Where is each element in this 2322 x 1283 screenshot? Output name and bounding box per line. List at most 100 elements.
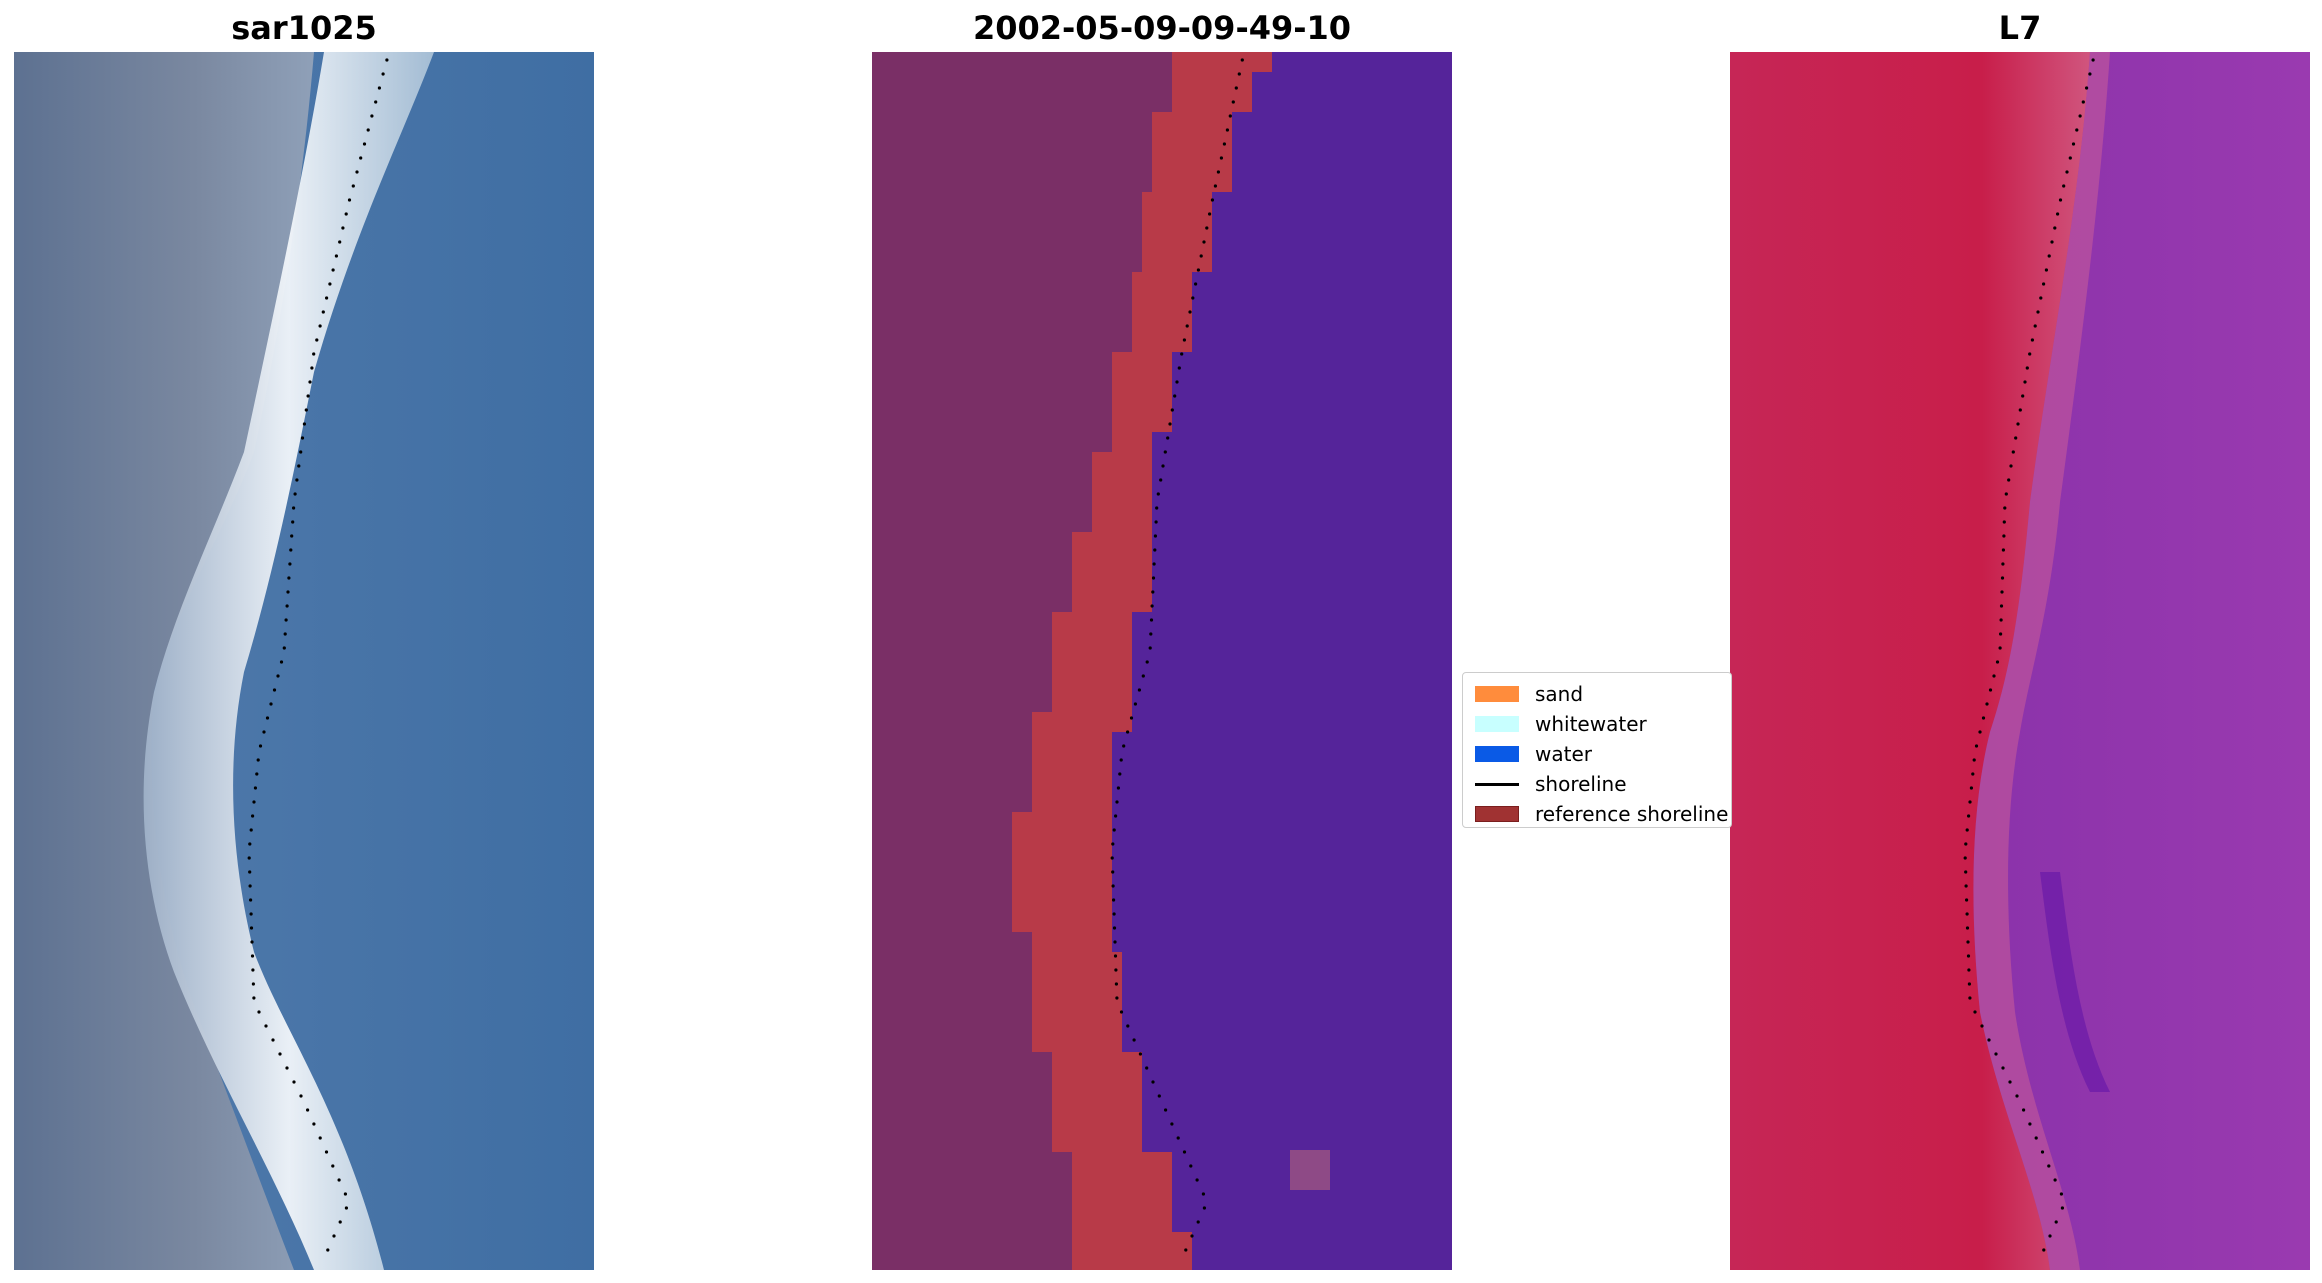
index-shoreline-dot (2056, 212, 2060, 216)
rgb-shoreline-dots (247, 58, 389, 1252)
rgb-shoreline-dot (285, 604, 289, 608)
index-shoreline-dot (2009, 464, 2013, 468)
index-shoreline-dot (2062, 184, 2066, 188)
classified-shoreline-dot (1112, 828, 1116, 832)
index-shoreline-dot (1985, 702, 1989, 706)
classified-shoreline-dot (1141, 674, 1145, 678)
index-shoreline-dot (2047, 254, 2051, 258)
classified-shoreline-dot (1122, 744, 1126, 748)
rgb-shoreline-dot (355, 170, 359, 174)
classified-shoreline-dot (1195, 1178, 1199, 1182)
classified-shoreline-dot (1216, 170, 1220, 174)
index-shoreline-dot (1971, 772, 1975, 776)
rgb-shoreline-dot (257, 1010, 261, 1014)
rgb-shoreline-dot (337, 1178, 341, 1182)
classified-shoreline-dot (1153, 534, 1157, 538)
rgb-shoreline-dot (252, 996, 256, 1000)
index-shoreline-dot (2007, 478, 2011, 482)
rgb-shoreline-dot (312, 1122, 316, 1126)
classified-shoreline-dot (1150, 604, 1154, 608)
rgb-shoreline-dot (248, 842, 252, 846)
classified-shoreline-dot (1168, 422, 1172, 426)
rgb-shoreline-dot (321, 310, 325, 314)
rgb-shoreline-dot (285, 1066, 289, 1070)
index-shoreline-dot (2021, 394, 2025, 398)
classified-land-area (872, 52, 1172, 1270)
classified-shoreline-dot (1126, 730, 1130, 734)
index-shoreline-dot (1994, 1052, 1998, 1056)
rgb-shoreline-dot (347, 198, 352, 202)
classified-shoreline-dot (1114, 814, 1118, 818)
index-shoreline-dot (1965, 926, 1970, 930)
classified-image (872, 52, 1452, 1270)
index-shoreline-dot (2053, 1178, 2057, 1182)
rgb-shoreline-dot (370, 114, 374, 118)
rgb-shoreline-dot (338, 240, 342, 244)
index-image-panel (1730, 52, 2310, 1270)
index-shoreline-dot (2085, 86, 2089, 90)
rgb-shoreline-dot (297, 464, 301, 468)
classified-shoreline-dot (1145, 660, 1149, 664)
classified-shoreline-dot (1228, 114, 1232, 118)
rgb-shoreline-dot (249, 898, 253, 902)
classified-shoreline-dot (1196, 1220, 1200, 1224)
classified-shoreline-dot (1114, 982, 1118, 986)
rgb-shoreline-dot (253, 786, 257, 790)
classified-shoreline-dot (1148, 646, 1152, 650)
index-shoreline-dot (1965, 898, 1969, 902)
index-shoreline-dot (2034, 1136, 2038, 1140)
legend-label-reference-shoreline: reference shoreline (1535, 802, 1729, 826)
rgb-land-area (14, 52, 314, 1270)
classified-shoreline-dot (1210, 198, 1214, 202)
classified-shoreline-dot (1159, 478, 1163, 482)
rgb-shoreline-dot (332, 1234, 336, 1238)
classified-shoreline-dot (1151, 1080, 1155, 1084)
index-dark-water-streak (2040, 872, 2110, 1092)
rgb-shoreline-dot (276, 674, 280, 678)
index-shoreline-dot (2078, 114, 2082, 118)
legend-swatch-sand (1475, 686, 1519, 702)
index-shoreline-dot (2059, 1192, 2063, 1196)
index-shoreline-dot (2001, 1066, 2005, 1070)
rgb-shoreline-dot (278, 1052, 282, 1056)
index-shoreline-dot (1972, 758, 1976, 762)
index-shoreline-dot (1981, 716, 1986, 720)
panel-title-3: L7 (1998, 9, 2042, 47)
rgb-shoreline-dot (324, 1150, 329, 1154)
index-shoreline-dot (1974, 744, 1979, 748)
rgb-shoreline-dot (256, 758, 260, 762)
rgb-shoreline-dot (359, 156, 363, 160)
index-shoreline-dot (2002, 534, 2006, 538)
rgb-shoreline-dot (306, 394, 310, 398)
classified-shoreline-dot (1112, 898, 1116, 902)
panel-title-2: 2002-05-09-09-49-10 (972, 9, 1352, 47)
classified-shoreline-dot (1177, 366, 1181, 370)
index-shoreline-dot (2003, 506, 2007, 510)
rgb-shoreline-dot (331, 1164, 335, 1168)
classified-shoreline-dot (1176, 1136, 1180, 1140)
classified-shoreline-dot (1189, 1164, 1193, 1168)
classified-shoreline-dot (1112, 926, 1117, 930)
legend-swatch-whitewater (1475, 716, 1519, 732)
index-shoreline-dot (2008, 1080, 2012, 1084)
rgb-shoreline-dot (251, 814, 255, 818)
legend-swatch-water (1475, 746, 1519, 762)
rgb-shoreline-dot (272, 688, 277, 692)
index-shoreline-dot (2000, 576, 2005, 580)
classified-shoreline-dot (1191, 296, 1195, 300)
index-shoreline-dot (2088, 72, 2092, 76)
legend-item-water: water (1469, 739, 1725, 769)
index-shoreline-dot (2040, 1150, 2045, 1154)
index-shoreline-dot (2014, 436, 2018, 440)
index-shoreline-dot (1987, 1038, 1991, 1042)
rgb-image-panel (14, 52, 594, 1270)
classified-shoreline-dot (1112, 912, 1116, 916)
rgb-shoreline-dot (326, 1248, 330, 1252)
classified-shoreline-dot (1133, 702, 1137, 706)
classified-shoreline-dot (1234, 86, 1238, 90)
legend-item-sand: sand (1469, 679, 1725, 709)
rgb-shoreline-dot (331, 268, 335, 272)
rgb-shoreline-dot (344, 1206, 348, 1210)
classified-shoreline-dot (1155, 506, 1159, 510)
rgb-image (14, 52, 594, 1270)
